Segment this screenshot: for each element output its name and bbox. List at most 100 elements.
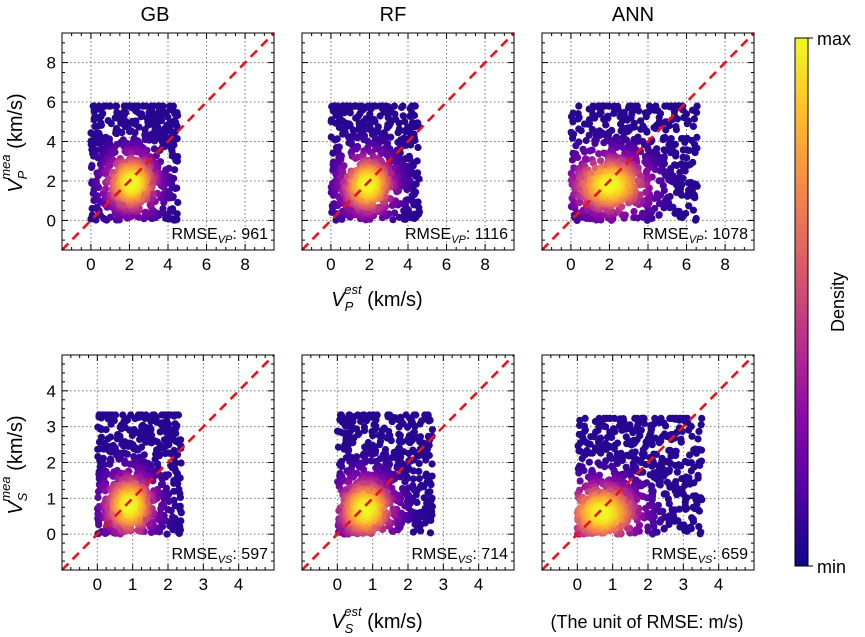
scatter-point: [112, 411, 120, 419]
scatter-point: [102, 185, 110, 193]
scatter-point: [630, 213, 638, 222]
scatter-point: [132, 446, 141, 454]
scatter-point: [638, 209, 647, 217]
scatter-point: [600, 115, 608, 123]
scatter-point: [595, 150, 603, 158]
scatter-point: [115, 455, 123, 463]
x-tick-label: 2: [365, 255, 374, 274]
scatter-point: [159, 205, 167, 213]
scatter-points: [94, 411, 185, 538]
scatter-point: [162, 210, 170, 219]
scatter-point: [634, 177, 642, 185]
column-title-gb: GB: [141, 4, 170, 26]
scatter-point: [337, 155, 345, 164]
scatter-point: [645, 102, 654, 110]
scatter-point: [401, 117, 409, 126]
scatter-point: [398, 103, 406, 111]
scatter-point: [156, 428, 164, 436]
scatter-point: [333, 135, 341, 143]
scatter-point: [411, 520, 419, 528]
identity-line: [301, 354, 515, 571]
scatter-point: [153, 418, 161, 426]
scatter-point: [591, 139, 599, 148]
scatter-point: [584, 120, 592, 128]
x-tick-label: 3: [199, 575, 208, 594]
scatter-point: [643, 128, 651, 136]
x-tick-label: 6: [682, 255, 691, 274]
scatter-point: [671, 209, 679, 217]
scatter-point: [641, 153, 650, 161]
scatter-point: [117, 425, 125, 433]
y-axis-label-vs: VSmea (km/s): [0, 415, 30, 514]
scatter-point: [368, 450, 376, 458]
scatter-point: [415, 459, 423, 468]
scatter-point: [596, 211, 604, 219]
scatter-point: [388, 201, 396, 210]
rmse-annotation: RMSEVS: 597: [171, 546, 268, 566]
scatter-point: [659, 136, 667, 144]
y-tick-label: 0: [47, 525, 56, 544]
scatter-point: [344, 447, 352, 455]
scatter-point: [630, 207, 638, 216]
scatter-point: [395, 437, 403, 445]
scatter-point: [176, 493, 184, 501]
scatter-point: [349, 473, 358, 481]
y-tick-label: 4: [47, 133, 56, 152]
scatter-point: [338, 462, 346, 470]
scatter-point: [171, 502, 179, 510]
scatter-point: [146, 201, 154, 209]
scatter-point: [647, 155, 656, 163]
scatter-point: [637, 125, 645, 133]
rmse-annotation: RMSEVP: 1116: [405, 226, 508, 246]
scatter-point: [87, 163, 96, 172]
scatter-point: [406, 112, 414, 120]
x-tick-label: 6: [202, 255, 211, 274]
scatter-point: [152, 152, 160, 160]
scatter-point: [642, 188, 650, 196]
scatter-point: [388, 418, 396, 426]
scatter-point: [106, 213, 114, 221]
scatter-point: [147, 417, 155, 425]
scatter-point: [170, 487, 178, 495]
scatter-point: [141, 135, 149, 144]
scatter-point: [574, 153, 582, 162]
scatter-point: [683, 120, 691, 128]
scatter-point: [94, 493, 102, 502]
scatter-point: [353, 134, 362, 142]
y-axis-label-vp: VPmea (km/s): [0, 93, 30, 192]
x-axis-label-vs: VSest (km/s): [331, 604, 422, 636]
scatter-point: [170, 436, 178, 444]
scatter-point: [693, 133, 701, 141]
scatter-point: [655, 200, 664, 208]
scatter-point: [106, 102, 114, 110]
scatter-point: [371, 118, 379, 126]
scatter-point: [406, 439, 414, 447]
scatter-point: [635, 107, 643, 115]
scatter-points: [87, 102, 182, 224]
scatter-point: [389, 505, 397, 513]
scatter-point: [391, 209, 399, 217]
scatter-point: [363, 417, 371, 425]
x-tick-label: 1: [128, 575, 137, 594]
scatter-point: [394, 129, 402, 137]
scatter-point: [136, 435, 144, 443]
column-title-rf: RF: [380, 4, 407, 26]
scatter-point: [174, 198, 182, 207]
scatter-point: [408, 192, 416, 200]
scatter-point: [361, 505, 369, 513]
scatter-point: [118, 129, 126, 137]
scatter-point: [685, 179, 693, 187]
identity-line: [61, 32, 275, 251]
scatter-point: [106, 460, 114, 468]
scatter-point: [390, 510, 398, 518]
scatter-point: [428, 426, 436, 434]
scatter-point: [409, 475, 417, 483]
scatter-point: [691, 149, 699, 157]
scatter-point: [676, 168, 684, 176]
scatter-point: [685, 202, 693, 210]
